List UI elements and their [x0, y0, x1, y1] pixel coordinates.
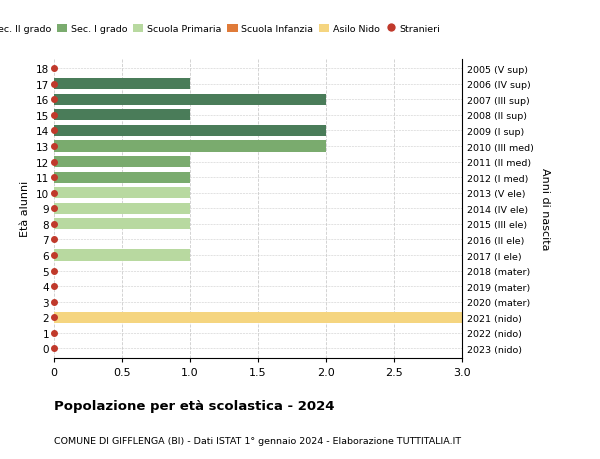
Y-axis label: Anni di nascita: Anni di nascita — [541, 168, 550, 250]
Text: Popolazione per età scolastica - 2024: Popolazione per età scolastica - 2024 — [54, 399, 335, 412]
Bar — [54, 126, 326, 137]
Bar — [54, 219, 190, 230]
Bar — [54, 250, 190, 261]
Bar — [54, 312, 462, 323]
Text: COMUNE DI GIFFLENGA (BI) - Dati ISTAT 1° gennaio 2024 - Elaborazione TUTTITALIA.: COMUNE DI GIFFLENGA (BI) - Dati ISTAT 1°… — [54, 436, 461, 445]
Bar — [54, 157, 190, 168]
Bar — [54, 141, 326, 152]
Legend: Sec. II grado, Sec. I grado, Scuola Primaria, Scuola Infanzia, Asilo Nido, Stran: Sec. II grado, Sec. I grado, Scuola Prim… — [0, 21, 445, 38]
Bar — [54, 172, 190, 183]
Bar — [54, 203, 190, 214]
Bar — [54, 79, 190, 90]
Bar — [54, 188, 190, 199]
Bar — [54, 95, 326, 106]
Bar — [54, 110, 190, 121]
Y-axis label: Età alunni: Età alunni — [20, 181, 31, 237]
